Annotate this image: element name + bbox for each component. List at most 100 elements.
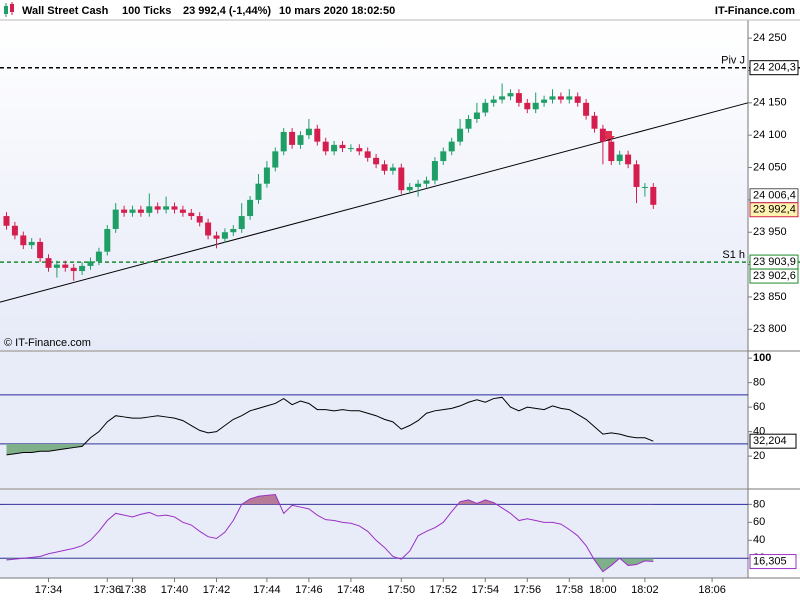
value-label-box <box>749 433 797 449</box>
x-tick-label: 17:50 <box>388 584 416 596</box>
candle-body <box>230 229 237 233</box>
x-tick-label: 17:40 <box>161 584 189 596</box>
candle-body <box>331 144 338 152</box>
level-name: Piv J <box>721 55 745 67</box>
x-tick-label: 18:02 <box>631 584 659 596</box>
candle-body <box>616 154 623 162</box>
timeframe: 100 Ticks <box>122 5 171 17</box>
candle-body <box>608 141 615 162</box>
value-label-box <box>749 202 799 218</box>
candle-body <box>364 151 371 158</box>
x-tick-label: 17:46 <box>295 584 323 596</box>
candle-body <box>532 102 539 110</box>
value-label: 24 006,4 <box>753 190 796 202</box>
indicator-line <box>6 396 654 456</box>
candle-body <box>104 229 111 252</box>
candle-body <box>633 164 640 187</box>
candle-body <box>457 128 464 142</box>
candle-body <box>641 186 648 188</box>
candle-body <box>389 167 396 171</box>
y-tick-label: 60 <box>753 401 765 413</box>
candle-body <box>524 102 531 110</box>
candle-body <box>70 267 77 272</box>
candle-body <box>255 183 262 200</box>
value-label: 24 204,3 <box>753 62 796 74</box>
main-panel <box>0 20 748 350</box>
x-tick-label: 17:54 <box>472 584 500 596</box>
candle-body <box>53 264 60 268</box>
y-tick-label: 80 <box>753 498 765 510</box>
candle-body <box>448 141 455 152</box>
candle-body <box>62 264 69 268</box>
candle-body <box>406 186 413 191</box>
value-label: 23 902,6 <box>753 270 796 282</box>
brand: IT-Finance.com <box>715 5 795 17</box>
y-tick-label: 23 850 <box>753 291 787 303</box>
candle-body <box>154 206 161 210</box>
candle-body <box>205 222 212 236</box>
candle-body <box>20 235 27 246</box>
candle-body <box>263 167 270 184</box>
candle-body <box>557 96 564 100</box>
level-fill <box>6 443 654 455</box>
x-tick-label: 17:44 <box>253 584 281 596</box>
candle-body <box>280 131 287 152</box>
x-tick-label: 17:42 <box>203 584 231 596</box>
candle-body <box>574 96 581 103</box>
trendline <box>0 102 749 303</box>
candle-body <box>247 199 254 217</box>
value-label: 32,204 <box>753 435 787 447</box>
indicator-line <box>6 493 654 573</box>
candle-body <box>238 216 245 229</box>
y-tick-label: 20 <box>753 450 765 462</box>
candle-body <box>431 161 438 181</box>
candle-body <box>440 151 447 162</box>
y-tick-label: 23 950 <box>753 226 787 238</box>
x-tick-label: 17:56 <box>514 584 542 596</box>
x-tick-label: 18:06 <box>698 584 726 596</box>
candle-body <box>499 96 506 100</box>
candle-body <box>45 258 52 268</box>
y-tick-label: 24 150 <box>753 97 787 109</box>
candle-body <box>79 265 86 272</box>
candle-body <box>356 148 363 152</box>
y-tick-label: 24 050 <box>753 161 787 173</box>
candle-body <box>95 251 102 262</box>
x-tick-label: 17:58 <box>556 584 584 596</box>
logo-icon <box>4 2 14 17</box>
value-label-box <box>749 268 799 284</box>
candle-body <box>179 209 186 213</box>
y-tick-label: 24 250 <box>753 32 787 44</box>
candle-body <box>541 99 548 103</box>
candle-body <box>305 128 312 136</box>
candle-body <box>272 151 279 168</box>
x-tick-label: 17:52 <box>430 584 458 596</box>
candle-body <box>482 102 489 113</box>
candle-body <box>339 144 346 149</box>
quote: 23 992,4 (-1,44%) <box>183 5 271 17</box>
candle-body <box>599 128 606 142</box>
y-tick-label: 40 <box>753 534 765 546</box>
value-label: 23 903,9 <box>753 256 796 268</box>
y-tick-label: 23 800 <box>753 323 787 335</box>
x-tick-label: 18:00 <box>589 584 617 596</box>
candle-body <box>423 180 430 184</box>
y-tick-label: 60 <box>753 516 765 528</box>
x-tick-label: 17:38 <box>119 584 147 596</box>
candle-body <box>129 209 136 213</box>
value-label-box <box>749 554 797 570</box>
value-label-box <box>749 60 799 76</box>
candle-body <box>398 167 405 191</box>
timestamp: 10 mars 2020 18:02:50 <box>279 5 395 17</box>
candle-body <box>121 209 128 213</box>
level-name: S1 h <box>722 249 745 261</box>
candle-body <box>490 99 497 103</box>
candle-body <box>314 128 321 142</box>
candle-body <box>415 183 422 187</box>
candle-body <box>591 115 598 129</box>
candle-body <box>625 154 632 165</box>
rsi-panel <box>0 352 748 488</box>
candle-body <box>171 206 178 210</box>
candle-body <box>3 216 10 226</box>
x-tick-label: 17:34 <box>35 584 63 596</box>
